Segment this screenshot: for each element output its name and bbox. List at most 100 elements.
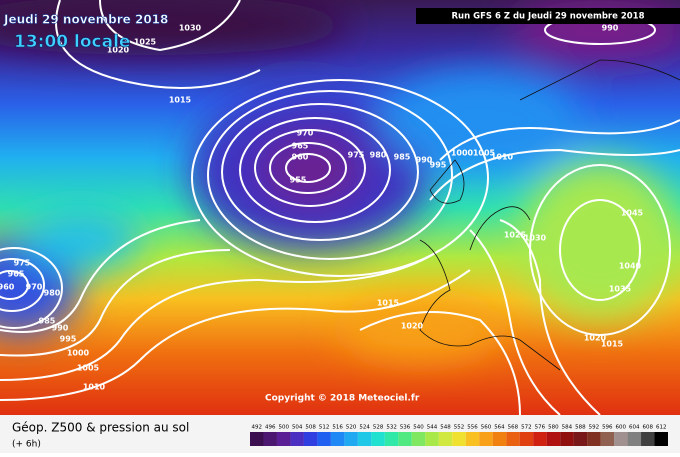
- scale-swatch: [465, 432, 480, 446]
- scale-swatch: [627, 432, 642, 446]
- coastlines: [419, 59, 680, 371]
- isobar-label: 1025: [134, 38, 157, 47]
- scale-label: 496: [265, 425, 276, 431]
- isobar-label: 970: [297, 129, 314, 138]
- scale-label: 524: [359, 425, 370, 431]
- color-scale: 492 496 500 504 508 512 516 520 524 528 532 536 540 5…: [250, 425, 668, 446]
- isobar-label: 1015: [601, 340, 624, 349]
- isobar-label: 1025: [504, 231, 527, 240]
- scale-label: 604: [629, 425, 640, 431]
- scale-label: 536: [400, 425, 411, 431]
- date-label: Jeudi 29 novembre 2018: [3, 13, 168, 27]
- isobar-label: 1020: [107, 46, 130, 55]
- isobar-label: 1015: [377, 299, 400, 308]
- isobar-label: 1015: [169, 96, 192, 105]
- scale-swatch: [573, 432, 588, 446]
- scale-swatch: [303, 432, 318, 446]
- scale-label: 580: [548, 425, 559, 431]
- scale-label: 560: [481, 425, 492, 431]
- isobar-label: 985: [394, 153, 411, 162]
- isobar-label: 990: [52, 324, 69, 333]
- isobar-label: 1040: [619, 262, 642, 271]
- isobar-label: 1020: [401, 322, 424, 331]
- scale-swatch: [560, 432, 574, 446]
- time-label: 13:00 locale: [14, 32, 130, 52]
- scale-label: 532: [386, 425, 397, 431]
- scale-label: 568: [508, 425, 519, 431]
- scale-swatch: [492, 432, 507, 446]
- scale-swatch: [330, 432, 345, 446]
- scale-label: 592: [589, 425, 600, 431]
- scale-label: 504: [292, 425, 303, 431]
- scale-swatch: [276, 432, 291, 446]
- scale-swatch: [641, 432, 655, 446]
- isobar-label: 990: [416, 156, 433, 165]
- scale-swatch: [438, 432, 453, 446]
- isobar-label: 1035: [609, 285, 632, 294]
- isobar-label: 1030: [179, 24, 202, 33]
- scale-label: 512: [319, 425, 330, 431]
- isobar-label: 970: [26, 283, 43, 292]
- scale-swatch: [519, 432, 534, 446]
- scale-label: 572: [521, 425, 532, 431]
- isobar-label: 955: [290, 176, 307, 185]
- isobar-label: 995: [60, 335, 77, 344]
- isobar-label: 1010: [491, 153, 514, 162]
- scale-swatch: [263, 432, 277, 446]
- scale-label: 600: [616, 425, 627, 431]
- scale-label: 508: [305, 425, 316, 431]
- scale-swatch: [411, 432, 426, 446]
- scale-label: 576: [535, 425, 546, 431]
- scale-swatch: [479, 432, 493, 446]
- isobar-label: 985: [39, 317, 56, 326]
- scale-label: 520: [346, 425, 357, 431]
- scale-label: 548: [440, 425, 451, 431]
- scale-label: 612: [656, 425, 667, 431]
- scale-swatch: [587, 432, 601, 446]
- scale-label: 596: [602, 425, 613, 431]
- scale-label: 608: [643, 425, 654, 431]
- isobar-label: 1005: [473, 149, 496, 158]
- isobar-label: 980: [370, 151, 387, 160]
- scale-label: 540: [413, 425, 424, 431]
- scale-swatch: [654, 432, 668, 446]
- scale-swatch: [398, 432, 412, 446]
- isobar-label: 980: [44, 289, 61, 298]
- isobar-label: 990: [602, 24, 619, 33]
- scale-swatch: [600, 432, 615, 446]
- scale-swatch: [452, 432, 466, 446]
- scale-label: 544: [427, 425, 438, 431]
- scale-swatch: [533, 432, 547, 446]
- isobar-label: 1000: [451, 149, 474, 158]
- scale-swatch: [290, 432, 304, 446]
- isobar-label: 1000: [67, 349, 90, 358]
- run-label: Run GFS 6 Z du Jeudi 29 novembre 2018: [452, 12, 645, 22]
- isobar-label: 975: [348, 151, 365, 160]
- isobar-label: 1030: [524, 234, 547, 243]
- isobar-label: 995: [430, 161, 447, 170]
- scale-swatch: [317, 432, 331, 446]
- scale-label: 564: [494, 425, 505, 431]
- footer-lead: (+ 6h): [12, 440, 41, 450]
- isobar-label: 965: [292, 142, 309, 151]
- isobars: [0, 0, 680, 415]
- scale-swatch: [371, 432, 385, 446]
- isobar-label: 960: [0, 283, 15, 292]
- isobar-label: 965: [8, 270, 25, 279]
- footer-title: Géop. Z500 & pression au sol: [12, 421, 189, 435]
- scale-label: 552: [454, 425, 465, 431]
- scale-swatch: [384, 432, 399, 446]
- copyright: Copyright © 2018 Meteociel.fr: [265, 394, 420, 404]
- scale-swatch: [250, 432, 264, 446]
- scale-swatch: [506, 432, 520, 446]
- isobar-label: 1045: [621, 209, 644, 218]
- scale-swatch: [357, 432, 372, 446]
- isobar-label: 975: [14, 259, 31, 268]
- scale-label: 528: [373, 425, 384, 431]
- scale-label: 500: [278, 425, 289, 431]
- scale-swatch: [546, 432, 561, 446]
- run-box: [416, 8, 680, 24]
